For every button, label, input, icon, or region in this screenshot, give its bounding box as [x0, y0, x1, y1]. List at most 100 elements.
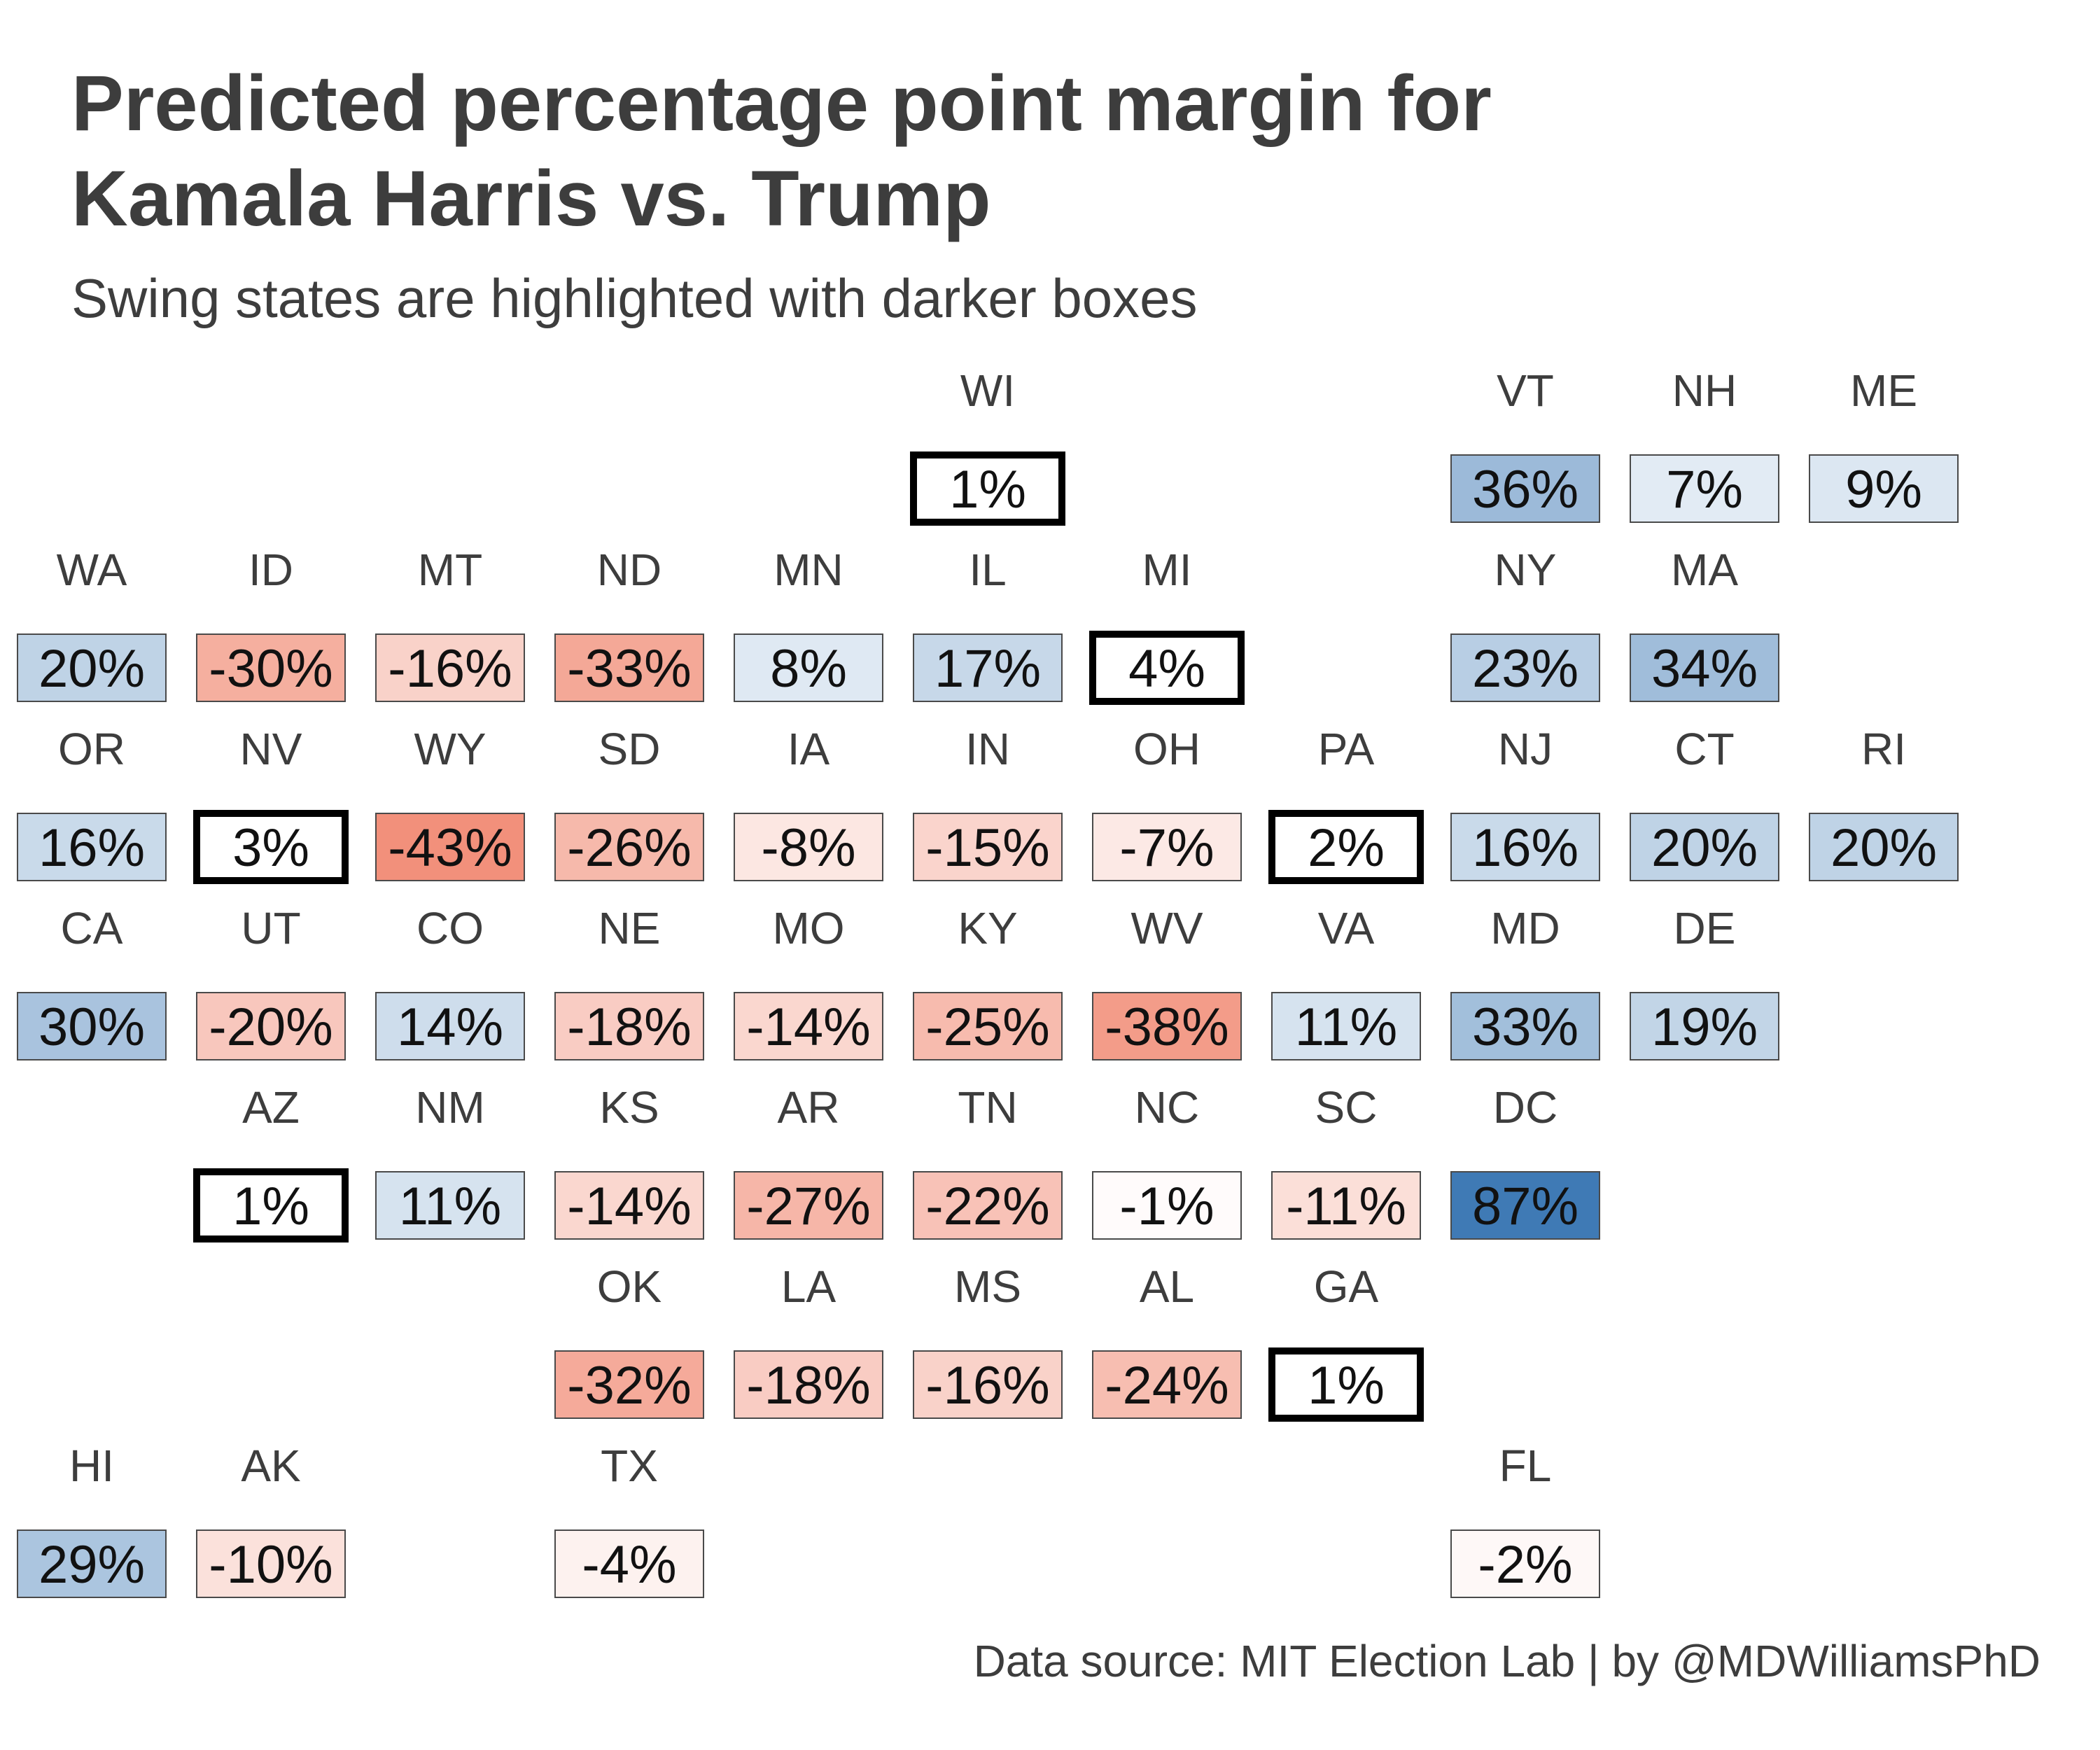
- state-tile-mt: MT -16%: [375, 545, 525, 702]
- state-tile-il: IL 17%: [913, 545, 1063, 702]
- state-tile-or: OR 16%: [17, 724, 167, 881]
- state-tile-in: IN -15%: [913, 724, 1063, 881]
- state-value-mn: 8%: [770, 639, 847, 699]
- state-label-or: OR: [58, 724, 125, 774]
- state-label-la: LA: [781, 1261, 836, 1312]
- state-tile-ut: UT -20%: [196, 903, 346, 1060]
- state-tile-ms: MS -16%: [913, 1261, 1063, 1419]
- state-tile-ak: AK -10%: [196, 1441, 346, 1598]
- state-tile-ia: IA -8%: [734, 724, 883, 881]
- state-value-nm: 11%: [399, 1177, 501, 1236]
- state-value-nv: 3%: [232, 818, 309, 878]
- state-value-sd: -26%: [567, 818, 691, 878]
- state-value-hi: 29%: [38, 1535, 145, 1595]
- state-box-ca: [17, 992, 167, 1060]
- state-box-mn: [734, 634, 883, 702]
- state-label-mt: MT: [418, 545, 482, 595]
- state-tile-fl: FL -2%: [1450, 1441, 1600, 1598]
- state-label-al: AL: [1140, 1261, 1194, 1312]
- state-tile-pa: PA 2%: [1268, 724, 1424, 884]
- state-tile-sd: SD -26%: [554, 724, 704, 881]
- state-label-ut: UT: [241, 903, 300, 953]
- state-value-mi: 4%: [1128, 639, 1205, 699]
- state-tile-tn: TN -22%: [913, 1082, 1063, 1240]
- state-label-nd: ND: [597, 545, 662, 595]
- state-label-mn: MN: [774, 545, 844, 595]
- state-box-ut: [196, 992, 346, 1060]
- chart-subtitle: Swing states are highlighted with darker…: [71, 267, 1198, 329]
- state-tile-co: CO 14%: [375, 903, 525, 1060]
- state-value-ne: -18%: [567, 997, 691, 1057]
- state-box-ms: [913, 1350, 1063, 1419]
- state-box-nh: [1630, 454, 1779, 523]
- state-box-or: [17, 813, 167, 881]
- state-tile-tx: TX -4%: [554, 1441, 704, 1598]
- state-label-me: ME: [1850, 365, 1917, 416]
- state-tile-vt: VT 36%: [1450, 365, 1600, 523]
- state-value-de: 19%: [1651, 997, 1758, 1057]
- state-label-in: IN: [965, 724, 1010, 774]
- state-value-al: -24%: [1105, 1356, 1228, 1415]
- state-box-az: [193, 1168, 349, 1242]
- state-box-la: [734, 1350, 883, 1419]
- state-value-wa: 20%: [38, 639, 145, 699]
- state-tile-wi: WI 1%: [910, 365, 1065, 526]
- state-label-nh: NH: [1672, 365, 1737, 416]
- state-label-sc: SC: [1315, 1082, 1378, 1133]
- state-box-ks: [554, 1171, 704, 1240]
- state-tile-ri: RI 20%: [1809, 724, 1959, 881]
- state-tile-oh: OH -7%: [1092, 724, 1242, 881]
- state-value-va: 11%: [1295, 997, 1397, 1057]
- state-value-dc: 87%: [1472, 1177, 1578, 1236]
- state-tile-ma: MA 34%: [1630, 545, 1779, 702]
- state-value-oh: -7%: [1119, 818, 1214, 878]
- state-box-nm: [375, 1171, 525, 1240]
- state-label-ny: NY: [1494, 545, 1557, 595]
- state-tile-id: ID -30%: [196, 545, 346, 702]
- state-value-sc: -11%: [1286, 1177, 1406, 1236]
- state-value-ct: 20%: [1651, 818, 1758, 878]
- state-tile-nm: NM 11%: [375, 1082, 525, 1240]
- state-box-oh: [1092, 813, 1242, 881]
- state-tile-ne: NE -18%: [554, 903, 704, 1060]
- state-box-co: [375, 992, 525, 1060]
- state-label-vt: VT: [1497, 365, 1554, 416]
- state-tile-dc: DC 87%: [1450, 1082, 1600, 1240]
- state-label-ri: RI: [1861, 724, 1906, 774]
- state-box-nc: [1092, 1171, 1242, 1240]
- state-tile-al: AL -24%: [1092, 1261, 1242, 1419]
- state-value-mo: -14%: [746, 997, 870, 1057]
- state-label-md: MD: [1490, 903, 1560, 953]
- state-box-sd: [554, 813, 704, 881]
- state-box-id: [196, 634, 346, 702]
- state-value-tn: -22%: [925, 1177, 1049, 1236]
- state-value-id: -30%: [209, 639, 332, 699]
- state-label-ne: NE: [598, 903, 661, 953]
- state-box-nd: [554, 634, 704, 702]
- state-box-ak: [196, 1530, 346, 1598]
- state-value-wv: -38%: [1105, 997, 1228, 1057]
- chart-title-line-1: Predicted percentage point margin for: [71, 59, 1492, 147]
- state-box-pa: [1268, 810, 1424, 884]
- state-box-me: [1809, 454, 1959, 523]
- state-box-ri: [1809, 813, 1959, 881]
- state-box-il: [913, 634, 1063, 702]
- state-label-nc: NC: [1135, 1082, 1199, 1133]
- state-label-fl: FL: [1499, 1441, 1552, 1491]
- state-tile-nv: NV 3%: [193, 724, 349, 884]
- state-box-sc: [1271, 1171, 1421, 1240]
- chart-title: Predicted percentage point margin for Ka…: [71, 56, 1961, 246]
- state-tile-me: ME 9%: [1809, 365, 1959, 523]
- state-value-vt: 36%: [1472, 460, 1578, 519]
- state-label-dc: DC: [1493, 1082, 1558, 1133]
- state-label-hi: HI: [69, 1441, 114, 1491]
- state-value-in: -15%: [925, 818, 1049, 878]
- state-value-fl: -2%: [1478, 1535, 1572, 1595]
- state-tile-mo: MO -14%: [734, 903, 883, 1060]
- state-value-ia: -8%: [761, 818, 855, 878]
- state-tile-wv: WV -38%: [1092, 903, 1242, 1060]
- state-box-ky: [913, 992, 1063, 1060]
- state-tile-nj: NJ 16%: [1450, 724, 1600, 881]
- state-tile-ks: KS -14%: [554, 1082, 704, 1240]
